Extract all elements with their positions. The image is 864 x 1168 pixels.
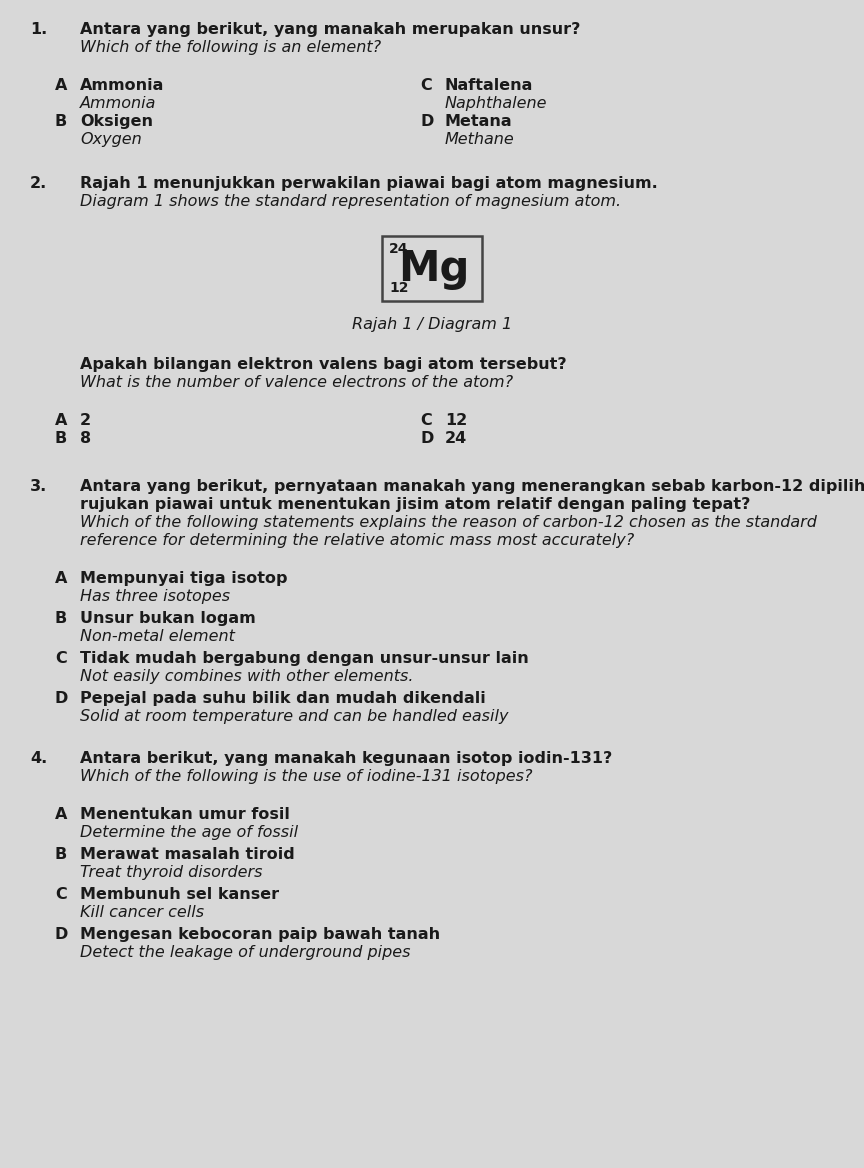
- Text: Mengesan kebocoran paip bawah tanah: Mengesan kebocoran paip bawah tanah: [80, 927, 440, 943]
- Text: Rajah 1 menunjukkan perwakilan piawai bagi atom magnesium.: Rajah 1 menunjukkan perwakilan piawai ba…: [80, 176, 658, 192]
- FancyBboxPatch shape: [382, 236, 482, 301]
- Text: reference for determining the relative atomic mass most accurately?: reference for determining the relative a…: [80, 533, 634, 548]
- Text: Diagram 1 shows the standard representation of magnesium atom.: Diagram 1 shows the standard representat…: [80, 194, 621, 209]
- Text: Kill cancer cells: Kill cancer cells: [80, 905, 204, 920]
- Text: 24: 24: [389, 242, 409, 256]
- Text: Non-metal element: Non-metal element: [80, 630, 235, 644]
- Text: 12: 12: [445, 413, 467, 427]
- Text: Ammonia: Ammonia: [80, 78, 164, 93]
- Text: Mg: Mg: [398, 248, 470, 290]
- Text: D: D: [55, 927, 68, 943]
- Text: What is the number of valence electrons of the atom?: What is the number of valence electrons …: [80, 375, 513, 390]
- Text: C: C: [420, 78, 432, 93]
- Text: Not easily combines with other elements.: Not easily combines with other elements.: [80, 669, 414, 684]
- Text: Which of the following is an element?: Which of the following is an element?: [80, 40, 381, 55]
- Text: Ammonia: Ammonia: [80, 96, 156, 111]
- Text: Which of the following statements explains the reason of carbon-12 chosen as the: Which of the following statements explai…: [80, 515, 816, 530]
- Text: B: B: [55, 847, 67, 862]
- Text: B: B: [55, 611, 67, 626]
- Text: A: A: [55, 571, 67, 586]
- Text: Methane: Methane: [445, 132, 515, 147]
- Text: Treat thyroid disorders: Treat thyroid disorders: [80, 865, 263, 880]
- Text: Antara berikut, yang manakah kegunaan isotop iodin-131?: Antara berikut, yang manakah kegunaan is…: [80, 751, 613, 766]
- Text: 12: 12: [389, 281, 409, 296]
- Text: Mempunyai tiga isotop: Mempunyai tiga isotop: [80, 571, 288, 586]
- Text: A: A: [55, 78, 67, 93]
- Text: Detect the leakage of underground pipes: Detect the leakage of underground pipes: [80, 945, 410, 960]
- Text: Membunuh sel kanser: Membunuh sel kanser: [80, 887, 279, 902]
- Text: D: D: [55, 691, 68, 705]
- Text: 24: 24: [445, 431, 467, 446]
- Text: Has three isotopes: Has three isotopes: [80, 589, 230, 604]
- Text: Oxygen: Oxygen: [80, 132, 142, 147]
- Text: 8: 8: [80, 431, 91, 446]
- Text: Merawat masalah tiroid: Merawat masalah tiroid: [80, 847, 295, 862]
- Text: Pepejal pada suhu bilik dan mudah dikendali: Pepejal pada suhu bilik dan mudah dikend…: [80, 691, 486, 705]
- Text: A: A: [55, 413, 67, 427]
- Text: Oksigen: Oksigen: [80, 114, 153, 128]
- Text: D: D: [420, 114, 434, 128]
- Text: 2: 2: [80, 413, 91, 427]
- Text: Menentukan umur fosil: Menentukan umur fosil: [80, 807, 290, 822]
- Text: Tidak mudah bergabung dengan unsur-unsur lain: Tidak mudah bergabung dengan unsur-unsur…: [80, 651, 529, 666]
- Text: Unsur bukan logam: Unsur bukan logam: [80, 611, 256, 626]
- Text: 4.: 4.: [30, 751, 48, 766]
- Text: C: C: [55, 651, 67, 666]
- Text: 1.: 1.: [30, 22, 48, 37]
- Text: Determine the age of fossil: Determine the age of fossil: [80, 825, 298, 840]
- Text: D: D: [420, 431, 434, 446]
- Text: A: A: [55, 807, 67, 822]
- Text: B: B: [55, 431, 67, 446]
- Text: Which of the following is the use of iodine-131 isotopes?: Which of the following is the use of iod…: [80, 769, 532, 784]
- Text: C: C: [420, 413, 432, 427]
- Text: rujukan piawai untuk menentukan jisim atom relatif dengan paling tepat?: rujukan piawai untuk menentukan jisim at…: [80, 498, 750, 512]
- Text: Antara yang berikut, pernyataan manakah yang menerangkan sebab karbon-12 dipilih: Antara yang berikut, pernyataan manakah …: [80, 479, 864, 494]
- Text: Naftalena: Naftalena: [445, 78, 533, 93]
- Text: C: C: [55, 887, 67, 902]
- Text: B: B: [55, 114, 67, 128]
- Text: Metana: Metana: [445, 114, 512, 128]
- Text: Naphthalene: Naphthalene: [445, 96, 548, 111]
- Text: Apakah bilangan elektron valens bagi atom tersebut?: Apakah bilangan elektron valens bagi ato…: [80, 357, 567, 371]
- Text: 2.: 2.: [30, 176, 48, 192]
- Text: Solid at room temperature and can be handled easily: Solid at room temperature and can be han…: [80, 709, 509, 724]
- Text: Antara yang berikut, yang manakah merupakan unsur?: Antara yang berikut, yang manakah merupa…: [80, 22, 581, 37]
- Text: Rajah 1 / Diagram 1: Rajah 1 / Diagram 1: [352, 317, 512, 332]
- Text: 3.: 3.: [30, 479, 48, 494]
